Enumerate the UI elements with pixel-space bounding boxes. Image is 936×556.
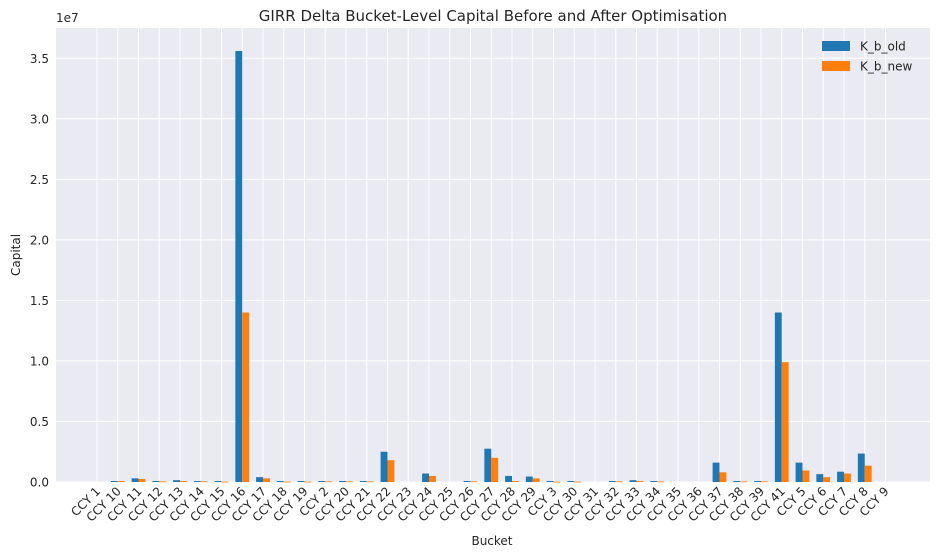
bar-k-b-old — [546, 481, 554, 482]
plot-area — [56, 28, 930, 482]
bar-k-b-new — [553, 481, 561, 483]
bar-k-b-new — [387, 460, 395, 482]
bar-k-b-new — [283, 481, 291, 483]
bar-k-b-old — [214, 481, 222, 482]
bar-k-b-new — [138, 478, 146, 482]
bar-k-b-old — [733, 481, 741, 482]
chart-title: GIRR Delta Bucket-Level Capital Before a… — [259, 7, 727, 25]
bar-k-b-new — [615, 481, 623, 483]
y-axis-offset-label: 1e7 — [56, 11, 79, 25]
bar-k-b-new — [429, 475, 436, 482]
y-tick-label: 3.0 — [30, 112, 49, 126]
bar-k-b-new — [159, 481, 167, 483]
bar-k-b-new — [781, 362, 789, 482]
gridlines — [56, 28, 930, 483]
bar-k-b-old — [774, 312, 782, 482]
bar-k-b-old — [359, 481, 367, 482]
bar-k-b-old — [754, 481, 761, 482]
bar-k-b-old — [422, 473, 429, 482]
bar-k-b-new — [802, 470, 810, 482]
bar-k-b-old — [608, 481, 616, 482]
bar-k-b-old — [276, 481, 284, 482]
bar-k-b-old — [256, 477, 263, 482]
bar-k-b-old — [339, 481, 346, 482]
bar-k-b-old — [110, 481, 118, 482]
bar-k-b-new — [325, 481, 333, 483]
bar-k-b-old — [484, 448, 492, 482]
bar-k-b-new — [844, 473, 851, 482]
y-tick-label: 0.5 — [30, 415, 49, 429]
x-axis-label: Bucket — [471, 534, 512, 548]
legend-label: K_b_new — [860, 60, 912, 74]
bar-k-b-old — [193, 481, 201, 482]
y-tick-label: 2.5 — [30, 173, 49, 187]
bar-k-b-new — [304, 481, 312, 483]
bar-k-b-old — [318, 481, 326, 482]
bar-k-b-new — [180, 481, 187, 482]
bar-k-b-new — [221, 481, 229, 483]
bar-k-b-old — [816, 474, 824, 482]
bar-k-b-new — [117, 481, 125, 482]
bar-k-b-new — [470, 481, 478, 483]
bar-k-b-old — [173, 480, 180, 482]
bar-k-b-new — [864, 465, 872, 482]
bar-k-b-new — [512, 481, 519, 482]
bar-k-b-old — [837, 471, 844, 482]
y-tick-label: 3.5 — [30, 52, 49, 66]
legend-label: K_b_old — [860, 40, 906, 54]
y-tick-label: 1.5 — [30, 294, 49, 308]
bar-k-b-old — [629, 480, 637, 482]
bar-k-b-new — [740, 481, 748, 483]
bar-k-b-old — [297, 481, 305, 482]
bar-k-b-old — [525, 476, 533, 482]
bar-k-b-old — [131, 478, 139, 482]
bar-k-b-new — [242, 312, 250, 482]
bar-k-b-new — [823, 477, 831, 482]
legend-swatch — [822, 41, 850, 51]
bar-k-b-new — [574, 481, 582, 483]
bar-k-b-new — [657, 481, 665, 483]
bar-k-b-old — [712, 462, 720, 482]
bar-k-b-old — [650, 481, 658, 482]
bar-k-b-new — [719, 472, 727, 482]
bar-k-b-old — [380, 451, 388, 482]
y-tick-label: 0.0 — [30, 476, 49, 490]
bar-k-b-new — [532, 478, 540, 482]
bar-k-b-old — [152, 481, 160, 482]
legend-swatch — [822, 61, 850, 71]
y-tick-label: 1.0 — [30, 354, 49, 368]
bar-k-b-new — [636, 481, 644, 482]
bar-k-b-old — [857, 453, 865, 482]
y-tick-label: 2.0 — [30, 233, 49, 247]
bar-k-b-new — [346, 481, 353, 483]
bar-k-b-new — [366, 481, 374, 483]
bar-k-b-old — [505, 475, 512, 482]
bars — [110, 51, 872, 483]
bar-k-b-old — [795, 462, 803, 482]
legend: K_b_old K_b_new — [822, 40, 912, 74]
bar-k-b-old — [463, 481, 471, 482]
bar-k-b-new — [761, 481, 768, 483]
y-axis-label: Capital — [9, 234, 23, 276]
bar-k-b-old — [235, 51, 243, 483]
bar-k-b-old — [567, 481, 575, 482]
bar-k-b-new — [491, 457, 499, 482]
y-axis-ticks: 0.0 0.5 1.0 1.5 2.0 2.5 3.0 3.5 — [30, 52, 49, 490]
bar-k-b-new — [263, 478, 270, 482]
bar-k-b-new — [200, 481, 208, 483]
